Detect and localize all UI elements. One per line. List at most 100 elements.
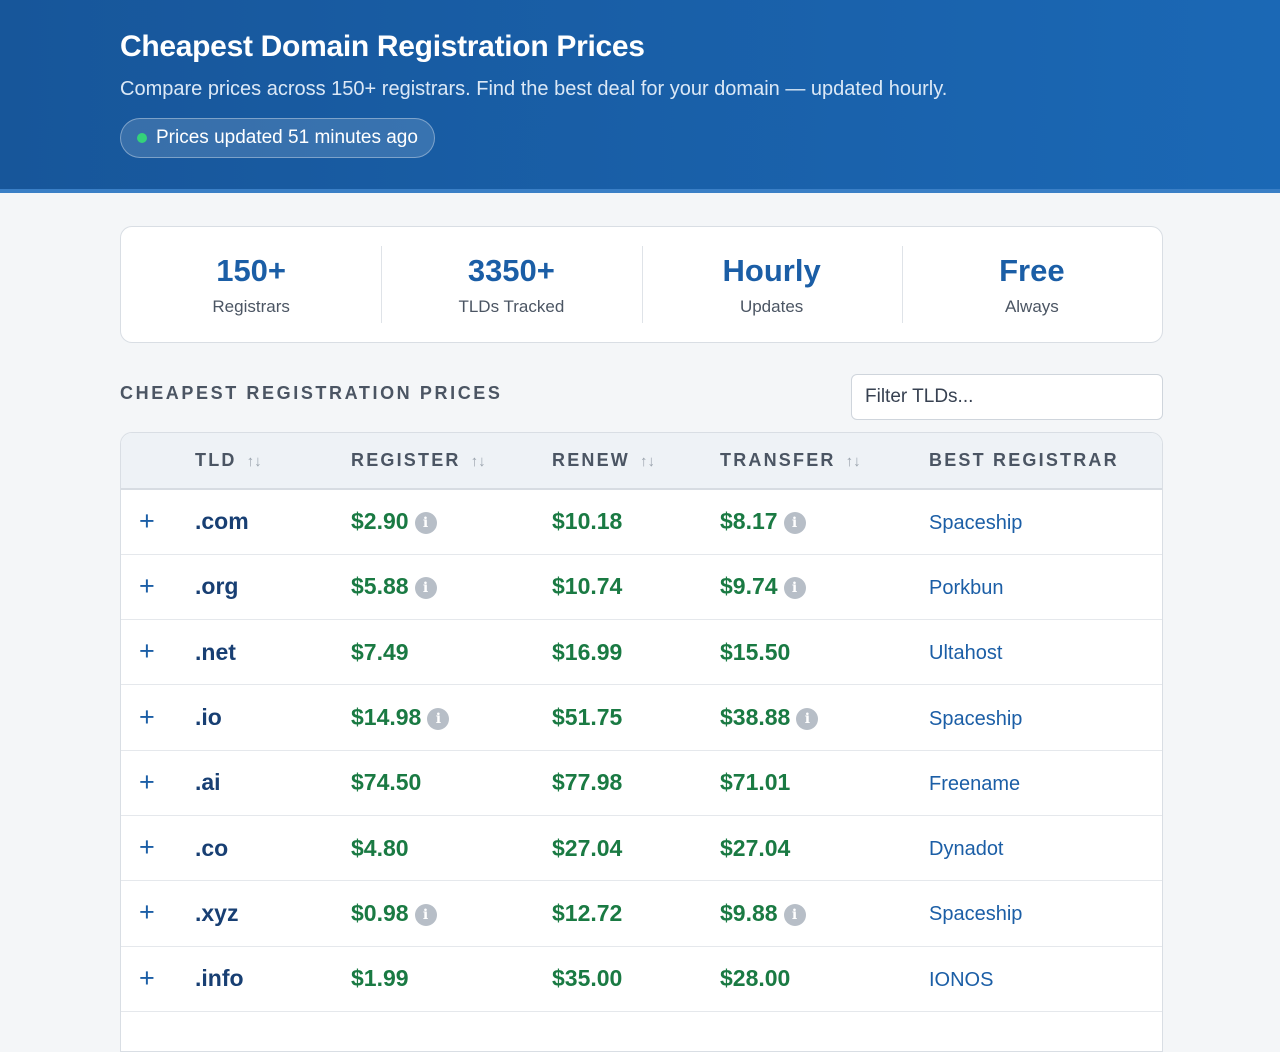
best-registrar-link[interactable]: Dynadot bbox=[929, 838, 1004, 861]
column-header-register[interactable]: REGISTER ↑↓ bbox=[351, 433, 552, 489]
page-title: Cheapest Domain Registration Prices bbox=[120, 30, 645, 63]
best-registrar-link[interactable]: Spaceship bbox=[929, 707, 1023, 730]
tld-name: .com bbox=[195, 508, 249, 535]
stat-label: Always bbox=[1004, 296, 1059, 316]
tld-name: .xyz bbox=[195, 899, 239, 926]
best-registrar-link[interactable]: Spaceship bbox=[929, 511, 1023, 534]
page-subtitle: Compare prices across 150+ registrars. F… bbox=[120, 78, 948, 100]
renew-price: $77.98 bbox=[552, 769, 623, 796]
column-header-renew[interactable]: RENEW ↑↓ bbox=[552, 433, 720, 489]
expand-plus-icon[interactable]: + bbox=[139, 832, 155, 863]
table-row[interactable]: + .co $4.80 $27.04 $27.04 Dynadot bbox=[121, 815, 1162, 881]
status-badge: Prices updated 51 minutes ago bbox=[120, 118, 435, 158]
table-body: + .com $2.90 i $10.18 $8.17 i Spaceship + … bbox=[121, 489, 1162, 1012]
status-badge-text: Prices updated 51 minutes ago bbox=[156, 127, 418, 148]
table-header-row: TLD ↑↓ REGISTER ↑↓ RENEW ↑↓ TRANSFER ↑↓ BEST… bbox=[121, 433, 1162, 489]
info-icon[interactable]: i bbox=[783, 903, 806, 926]
renew-price: $10.18 bbox=[552, 508, 623, 535]
best-registrar-link[interactable]: Spaceship bbox=[929, 903, 1023, 926]
tld-name: .io bbox=[195, 704, 222, 731]
info-icon[interactable]: i bbox=[783, 512, 806, 535]
tld-name: .co bbox=[195, 834, 229, 861]
transfer-price: $9.74 bbox=[720, 573, 778, 600]
table-row[interactable]: + .io $14.98 i $51.75 $38.88 i Spaceship bbox=[121, 685, 1162, 751]
tld-name: .ai bbox=[195, 769, 221, 796]
best-registrar-link[interactable]: Porkbun bbox=[929, 576, 1004, 599]
renew-price: $12.72 bbox=[552, 899, 623, 926]
best-registrar-link[interactable]: IONOS bbox=[929, 968, 994, 991]
prices-table: TLD ↑↓ REGISTER ↑↓ RENEW ↑↓ TRANSFER ↑↓ BEST… bbox=[121, 433, 1162, 1012]
info-icon[interactable]: i bbox=[796, 708, 819, 731]
column-header-best-registrar: BEST REGISTRAR bbox=[929, 433, 1162, 489]
stats-panel: 150+ Registrars 3350+ TLDs Tracked Hourl… bbox=[120, 226, 1163, 343]
column-header-label: TLD bbox=[195, 450, 237, 470]
stat-value: 150+ bbox=[216, 252, 287, 288]
transfer-price: $8.17 bbox=[720, 508, 778, 535]
table-row[interactable]: + .com $2.90 i $10.18 $8.17 i Spaceship bbox=[121, 489, 1162, 555]
expand-plus-icon[interactable]: + bbox=[139, 701, 155, 732]
renew-price: $35.00 bbox=[552, 965, 623, 992]
table-row[interactable]: + .org $5.88 i $10.74 $9.74 i Porkbun bbox=[121, 554, 1162, 620]
sort-icon[interactable]: ↑↓ bbox=[640, 453, 655, 470]
transfer-price: $28.00 bbox=[720, 965, 791, 992]
column-header-label: TRANSFER bbox=[720, 450, 836, 470]
stat-label: TLDs Tracked bbox=[458, 296, 565, 316]
register-price: $0.98 bbox=[351, 899, 409, 926]
renew-price: $51.75 bbox=[552, 704, 623, 731]
register-price: $1.99 bbox=[351, 965, 409, 992]
table-row[interactable]: + .xyz $0.98 i $12.72 $9.88 i Spaceship bbox=[121, 881, 1162, 947]
table-row[interactable]: + .info $1.99 $35.00 $28.00 IONOS bbox=[121, 946, 1162, 1012]
stat-price: Free Always bbox=[901, 227, 1162, 342]
stat-value: Free bbox=[999, 252, 1065, 288]
stat-tlds-tracked: 3350+ TLDs Tracked bbox=[381, 227, 641, 342]
stat-label: Registrars bbox=[212, 296, 290, 316]
expand-plus-icon[interactable]: + bbox=[139, 636, 155, 667]
expand-plus-icon[interactable]: + bbox=[139, 962, 155, 993]
renew-price: $16.99 bbox=[552, 638, 623, 665]
prices-table-container: TLD ↑↓ REGISTER ↑↓ RENEW ↑↓ TRANSFER ↑↓ BEST… bbox=[120, 432, 1163, 1052]
column-header-tld[interactable]: TLD ↑↓ bbox=[195, 433, 351, 489]
expand-plus-icon[interactable]: + bbox=[139, 897, 155, 928]
stat-registrars: 150+ Registrars bbox=[121, 227, 381, 342]
best-registrar-link[interactable]: Ultahost bbox=[929, 642, 1003, 665]
expand-plus-icon[interactable]: + bbox=[139, 570, 155, 601]
transfer-price: $15.50 bbox=[720, 638, 791, 665]
status-dot-icon bbox=[137, 133, 147, 143]
info-icon[interactable]: i bbox=[783, 577, 806, 600]
expand-plus-icon[interactable]: + bbox=[139, 505, 155, 536]
register-price: $7.49 bbox=[351, 638, 409, 665]
info-icon[interactable]: i bbox=[414, 512, 437, 535]
column-header-label: REGISTER bbox=[351, 450, 461, 470]
transfer-price: $71.01 bbox=[720, 769, 791, 796]
sort-icon[interactable]: ↑↓ bbox=[470, 453, 486, 470]
column-header-transfer[interactable]: TRANSFER ↑↓ bbox=[720, 433, 929, 489]
column-header-label: BEST REGISTRAR bbox=[929, 450, 1119, 470]
stat-updates: Hourly Updates bbox=[641, 227, 902, 342]
section-title: CHEAPEST REGISTRATION PRICES bbox=[120, 383, 503, 403]
register-price: $74.50 bbox=[351, 769, 422, 796]
transfer-price: $38.88 bbox=[720, 704, 791, 731]
info-icon[interactable]: i bbox=[414, 577, 437, 600]
renew-price: $27.04 bbox=[552, 834, 623, 861]
register-price: $4.80 bbox=[351, 834, 409, 861]
renew-price: $10.74 bbox=[552, 573, 623, 600]
best-registrar-link[interactable]: Freename bbox=[929, 772, 1021, 795]
transfer-price: $27.04 bbox=[720, 834, 791, 861]
expand-column-header bbox=[121, 433, 195, 489]
register-price: $14.98 bbox=[351, 704, 422, 731]
sort-icon[interactable]: ↑↓ bbox=[845, 453, 861, 470]
tld-name: .info bbox=[195, 965, 244, 992]
register-price: $5.88 bbox=[351, 573, 409, 600]
stat-value: Hourly bbox=[722, 252, 821, 288]
register-price: $2.90 bbox=[351, 508, 409, 535]
expand-plus-icon[interactable]: + bbox=[139, 766, 155, 797]
column-header-label: RENEW bbox=[552, 450, 630, 470]
table-row[interactable]: + .ai $74.50 $77.98 $71.01 Freename bbox=[121, 750, 1162, 816]
table-row[interactable]: + .net $7.49 $16.99 $15.50 Ultahost bbox=[121, 620, 1162, 685]
stat-label: Updates bbox=[739, 296, 804, 316]
info-icon[interactable]: i bbox=[427, 708, 450, 731]
sort-icon[interactable]: ↑↓ bbox=[246, 453, 262, 470]
info-icon[interactable]: i bbox=[414, 903, 437, 926]
transfer-price: $9.88 bbox=[720, 899, 778, 926]
filter-tlds-input[interactable] bbox=[851, 374, 1163, 420]
